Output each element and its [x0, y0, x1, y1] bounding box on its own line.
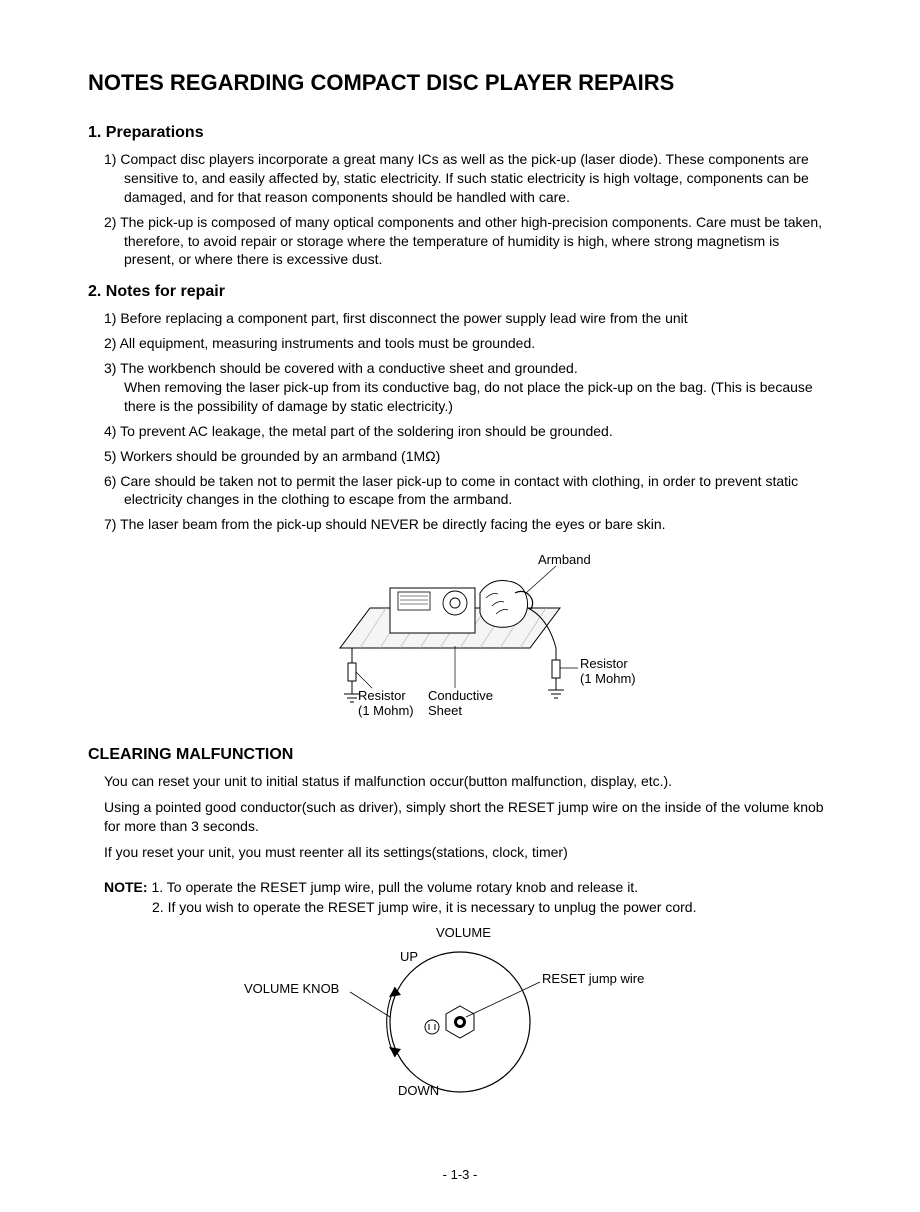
label-down: DOWN — [398, 1083, 439, 1098]
list-item: 6) Care should be taken not to permit th… — [104, 472, 832, 510]
list-item: 1) Compact disc players incorporate a gr… — [104, 150, 832, 207]
section1-list: 1) Compact disc players incorporate a gr… — [104, 150, 832, 269]
label-conductive-sheet: Conductive Sheet — [428, 688, 493, 718]
page-title: NOTES REGARDING COMPACT DISC PLAYER REPA… — [88, 70, 832, 96]
list-item: 5) Workers should be grounded by an armb… — [104, 447, 832, 466]
note-label: NOTE: — [104, 877, 148, 897]
list-item: 7) The laser beam from the pick-up shoul… — [104, 515, 832, 534]
page-footer: - 1-3 - — [88, 1167, 832, 1182]
diagram-grounding: Armband Resistor (1 Mohm) Resistor (1 Mo… — [280, 548, 640, 728]
section3-p2: Using a pointed good conductor(such as d… — [104, 798, 832, 837]
label-resistor-left: Resistor (1 Mohm) — [358, 688, 414, 718]
section3-p1: You can reset your unit to initial statu… — [104, 772, 832, 792]
list-item: 1) Before replacing a component part, fi… — [104, 309, 832, 328]
section3-p3: If you reset your unit, you must reenter… — [104, 843, 832, 863]
list-item: 2) All equipment, measuring instruments … — [104, 334, 832, 353]
section1-heading: 1. Preparations — [88, 124, 832, 142]
list-item: 2) The pick-up is composed of many optic… — [104, 213, 832, 270]
section3-heading: CLEARING MALFUNCTION — [88, 746, 832, 764]
list-item: 4) To prevent AC leakage, the metal part… — [104, 422, 832, 441]
note-item: 2. If you wish to operate the RESET jump… — [152, 897, 696, 917]
section2-heading: 2. Notes for repair — [88, 283, 832, 301]
label-reset-wire: RESET jump wire — [542, 971, 644, 986]
section2-list: 1) Before replacing a component part, fi… — [104, 309, 832, 534]
note-indent — [104, 897, 152, 917]
list-item: 3) The workbench should be covered with … — [104, 359, 832, 416]
label-resistor-right: Resistor (1 Mohm) — [580, 656, 636, 686]
note-item: 1. To operate the RESET jump wire, pull … — [151, 877, 638, 897]
note-block: NOTE: 1. To operate the RESET jump wire,… — [104, 877, 832, 918]
label-armband: Armband — [538, 552, 591, 567]
diagram-volume-knob: VOLUME UP DOWN VOLUME KNOB RESET jump wi… — [240, 927, 680, 1107]
page: NOTES REGARDING COMPACT DISC PLAYER REPA… — [0, 0, 920, 1212]
label-up: UP — [400, 949, 418, 964]
label-volume-knob: VOLUME KNOB — [244, 981, 339, 996]
label-volume: VOLUME — [436, 925, 491, 940]
